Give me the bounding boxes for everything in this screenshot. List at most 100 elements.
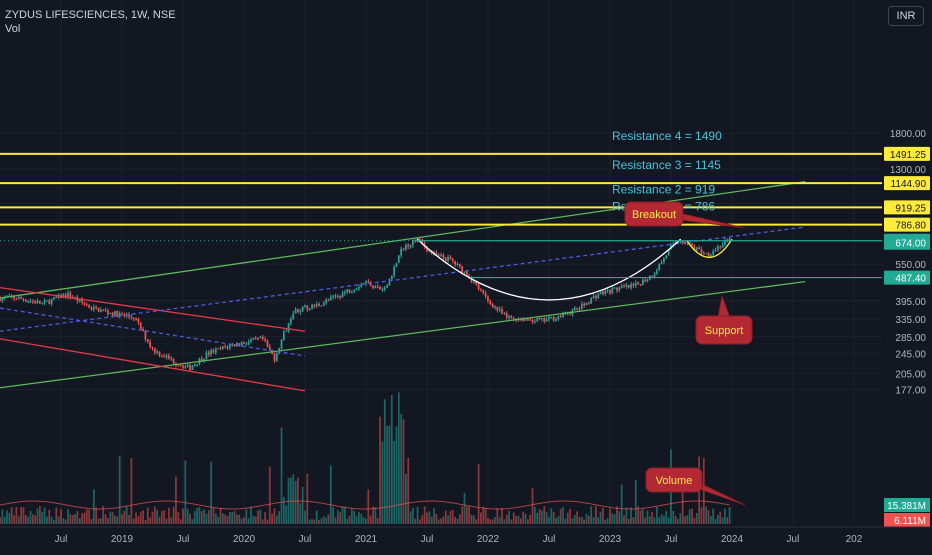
candle-body-193: [451, 258, 454, 262]
volume-bar-114: [266, 519, 269, 524]
candle-body-72: [168, 355, 170, 359]
volume-bar-56: [130, 458, 133, 524]
price-axis-label-8: 205.00: [895, 369, 926, 380]
volume-bar-232: [543, 506, 546, 524]
volume-bar-18: [41, 511, 44, 524]
volume-bar-145: [339, 512, 342, 524]
volume-bar-25: [57, 516, 60, 524]
volume-bar-31: [71, 515, 74, 524]
volume-bar-6: [13, 515, 15, 524]
volume-bar-74: [172, 506, 175, 524]
candle-body-180: [421, 239, 424, 244]
candle-body-197: [461, 266, 464, 273]
candle-body-133: [311, 304, 313, 310]
volume-bar-309: [724, 508, 726, 524]
volume-bar-164: [383, 399, 386, 524]
candle-body-142: [332, 295, 335, 297]
volume-bar-297: [695, 513, 698, 524]
candle-body-62: [144, 330, 147, 340]
candle-body-211: [494, 306, 496, 308]
candle-body-39: [90, 307, 93, 310]
candle-body-37: [85, 304, 88, 306]
volume-bar-148: [346, 518, 349, 524]
volume-bar-51: [118, 455, 121, 524]
volume-bar-285: [667, 517, 670, 524]
volume-bar-167: [390, 394, 393, 524]
candle-body-295: [691, 243, 693, 247]
volume-bar-307: [719, 511, 722, 524]
volume-bar-72: [168, 507, 170, 524]
volume-bar-281: [658, 517, 661, 524]
volume-bar-60: [139, 511, 142, 524]
volume-bar-43: [100, 518, 102, 524]
volume-bar-8: [17, 516, 20, 524]
volume-bar-30: [69, 514, 72, 524]
candle-body-175: [409, 245, 412, 247]
candle-body-50: [116, 311, 119, 318]
volume-bar-147: [343, 507, 346, 524]
volume-bar-143: [334, 517, 337, 524]
level-tag-bg-3: [884, 217, 930, 232]
volume-bar-40: [92, 489, 95, 524]
volume-bar-2: [3, 516, 6, 524]
volume-bar-215: [503, 519, 506, 524]
volume-bar-161: [376, 517, 379, 524]
candle-body-230: [538, 318, 541, 320]
candle-body-249: [583, 303, 586, 306]
volume-bar-255: [597, 517, 600, 524]
volume-bar-181: [423, 506, 426, 524]
volume-bar-70: [163, 510, 166, 524]
volume-bar-112: [261, 519, 264, 524]
candle-body-253: [592, 296, 595, 298]
volume-bar-12: [27, 516, 30, 524]
currency-button[interactable]: INR: [888, 6, 924, 26]
candle-body-174: [407, 244, 410, 247]
candle-body-49: [114, 311, 116, 316]
volume-bar-77: [179, 519, 182, 524]
volume-bar-117: [273, 508, 276, 524]
volume-bar-53: [123, 510, 126, 524]
volume-bar-169: [395, 426, 398, 524]
volume-bar-99: [231, 512, 234, 524]
candle-body-283: [663, 257, 665, 263]
volume-bar-208: [487, 517, 489, 524]
volume-bar-28: [64, 519, 67, 524]
volume-bar-24: [55, 507, 58, 524]
candle-body-103: [240, 342, 243, 346]
volume-bar-199: [465, 506, 468, 524]
candle-body-149: [348, 289, 351, 293]
candle-body-101: [236, 343, 238, 347]
candle-body-269: [630, 284, 632, 288]
candle-body-56: [130, 316, 133, 318]
candle-body-20: [46, 300, 48, 302]
volume-bar-33: [76, 511, 79, 524]
candle-body-232: [543, 318, 546, 322]
candle-body-216: [505, 313, 508, 318]
volume-bar-95: [221, 513, 224, 524]
blue-dashed-midline: [0, 226, 806, 332]
candle-body-245: [573, 308, 576, 310]
candle-body-59: [137, 319, 140, 323]
volume-bar-22: [50, 516, 53, 524]
volume-indicator-label[interactable]: Vol: [5, 23, 21, 35]
candle-body-109: [254, 337, 257, 339]
candle-body-163: [381, 289, 384, 291]
volume-bar-290: [679, 513, 682, 524]
candle-body-13: [29, 301, 32, 303]
volume-bar-122: [285, 505, 288, 524]
candle-body-262: [613, 287, 616, 289]
volume-bar-121: [282, 496, 285, 524]
volume-bar-278: [651, 512, 654, 524]
candle-body-84: [196, 364, 198, 366]
candle-body-267: [625, 285, 628, 287]
time-axis-label-7: 2022: [477, 534, 500, 545]
candle-body-276: [646, 279, 649, 282]
volume-bar-84: [196, 507, 198, 524]
volume-bar-211: [494, 517, 496, 524]
volume-bar-44: [102, 506, 105, 524]
volume-bar-150: [351, 508, 353, 524]
volume-bar-239: [559, 508, 562, 524]
volume-bar-308: [721, 517, 724, 524]
